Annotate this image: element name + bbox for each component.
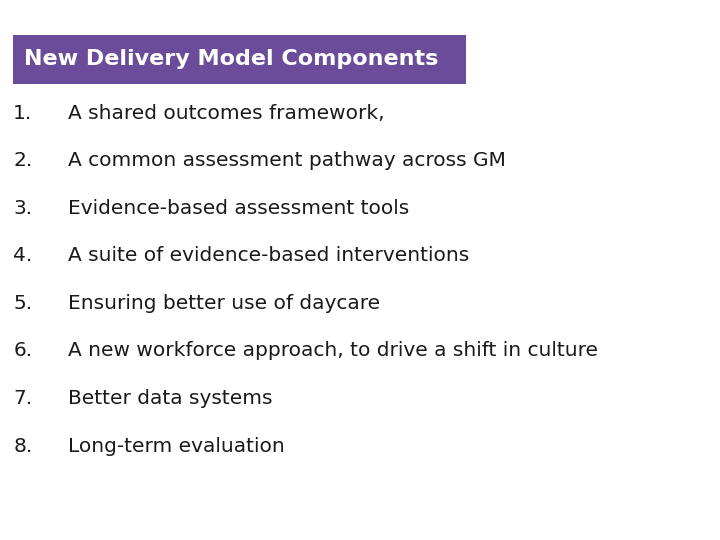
Text: 6.: 6. xyxy=(13,341,32,361)
Text: 5.: 5. xyxy=(13,294,32,313)
Text: 3.: 3. xyxy=(13,199,32,218)
Text: Long-term evaluation: Long-term evaluation xyxy=(68,436,285,456)
Text: A shared outcomes framework,: A shared outcomes framework, xyxy=(68,104,385,123)
Text: Evidence-based assessment tools: Evidence-based assessment tools xyxy=(68,199,410,218)
Bar xyxy=(13,35,466,84)
Text: New Delivery Model Components: New Delivery Model Components xyxy=(24,49,438,70)
Text: A suite of evidence-based interventions: A suite of evidence-based interventions xyxy=(68,246,469,266)
Text: 8.: 8. xyxy=(13,436,32,456)
Text: Ensuring better use of daycare: Ensuring better use of daycare xyxy=(68,294,381,313)
Text: 2.: 2. xyxy=(13,151,32,171)
Text: Better data systems: Better data systems xyxy=(68,389,273,408)
Text: 1.: 1. xyxy=(13,104,32,123)
Text: A common assessment pathway across GM: A common assessment pathway across GM xyxy=(68,151,506,171)
Text: A new workforce approach, to drive a shift in culture: A new workforce approach, to drive a shi… xyxy=(68,341,598,361)
Text: 7.: 7. xyxy=(13,389,32,408)
Text: 4.: 4. xyxy=(13,246,32,266)
